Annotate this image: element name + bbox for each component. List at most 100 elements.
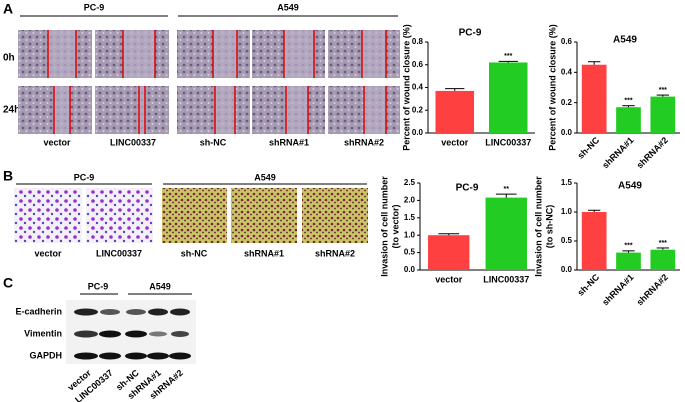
chart-title: A549 [613, 35, 637, 46]
y-tick-label: 1.0 [404, 230, 416, 239]
x-tick-label: shRNA#2 [635, 135, 670, 170]
micrograph [231, 188, 297, 243]
chart-title: PC-9 [456, 183, 479, 194]
y-tick-label: 0.0 [412, 128, 424, 137]
y-tick-label: 2.0 [404, 196, 416, 205]
y-tick-label: 0.4 [412, 83, 424, 92]
bar [581, 212, 607, 270]
wound-gap [284, 30, 314, 78]
row-label: E-cadherin [15, 306, 62, 316]
significance-label: ** [504, 186, 510, 193]
y-axis-label: Invasion of cell number [533, 176, 543, 277]
column-label: sh-NC [181, 248, 208, 258]
y-tick-label: 0.5 [404, 248, 416, 257]
bar [650, 249, 676, 270]
bar [428, 235, 470, 270]
y-axis-label: (to vector) [390, 204, 400, 248]
wound-images [18, 30, 400, 134]
row-label: 24h [3, 105, 20, 116]
bar [616, 252, 641, 270]
x-tick-label: sh-NC [575, 272, 601, 298]
x-tick-label: shRNA#1 [600, 135, 635, 170]
significance-label: *** [624, 98, 632, 105]
group-label: PC-9 [74, 172, 95, 182]
column-label: LINC00337 [96, 248, 142, 258]
micrograph [14, 188, 82, 243]
y-tick-label: 1.0 [561, 207, 573, 216]
group-label: A549 [254, 172, 276, 182]
panel-label: C [3, 275, 13, 291]
wound-gap [123, 30, 155, 78]
y-tick-label: 0.0 [404, 265, 416, 274]
blot [66, 300, 196, 364]
bar [616, 107, 641, 133]
group-label: PC-9 [84, 2, 105, 12]
y-tick-label: 0.6 [412, 60, 424, 69]
group-label: A549 [149, 281, 171, 291]
significance-label: *** [659, 240, 667, 247]
column-label: shRNA#2 [344, 137, 384, 147]
y-tick-label: 1.5 [561, 178, 573, 187]
y-axis-label: Invasion of cell number [379, 176, 389, 277]
chart-title: A549 [618, 181, 642, 192]
bar [581, 64, 607, 133]
panel-label: B [3, 168, 13, 184]
y-tick-label: 0.6 [561, 37, 573, 46]
bar [485, 197, 527, 270]
group-label: PC-9 [88, 281, 109, 291]
y-axis-label: Percent of wound closure (%) [547, 24, 557, 151]
micrograph [95, 86, 169, 134]
y-tick-label: 0.2 [561, 98, 573, 107]
column-label: vector [34, 248, 62, 258]
bar [488, 62, 528, 133]
wound-gap [364, 86, 386, 134]
micrograph [302, 188, 368, 243]
significance-label: *** [624, 243, 632, 250]
micrograph [86, 188, 153, 243]
significance-label: *** [504, 53, 512, 60]
x-tick-label: shRNA#1 [600, 272, 635, 307]
wound-gap [213, 30, 237, 78]
micrograph [162, 188, 227, 243]
wound-gap [139, 86, 145, 134]
significance-label: *** [659, 87, 667, 94]
row-label: 0h [3, 53, 15, 64]
group-label: A549 [277, 2, 299, 12]
wound-gap [215, 86, 235, 134]
x-tick-label: LINC00337 [485, 137, 531, 147]
panel-label: A [3, 1, 13, 17]
column-label: LINC00337 [110, 137, 156, 147]
column-label: shRNA#1 [269, 137, 309, 147]
y-tick-label: 0.4 [561, 67, 573, 76]
chart-title: PC-9 [459, 28, 482, 39]
column-label: vector [43, 137, 71, 147]
x-tick-label: sh-NC [575, 135, 601, 161]
y-axis-label: (to sh-NC) [544, 205, 554, 249]
row-label: Vimentin [24, 328, 62, 338]
bar [435, 90, 475, 133]
wound-gap [286, 86, 308, 134]
x-tick-label: shRNA#2 [635, 272, 670, 307]
wound-gap [54, 86, 70, 134]
column-label: sh-NC [200, 137, 227, 147]
micrograph [177, 86, 250, 134]
y-tick-label: 2.5 [404, 178, 416, 187]
x-tick-label: vector [441, 137, 469, 147]
y-tick-label: 0.8 [412, 37, 424, 46]
wound-gap [362, 30, 386, 78]
column-label: shRNA#2 [315, 248, 355, 258]
y-tick-label: 0.0 [561, 265, 573, 274]
y-tick-label: 0.2 [412, 105, 424, 114]
y-axis-label: Percent of wound closure (%) [401, 24, 411, 151]
y-tick-label: 1.5 [404, 213, 416, 222]
row-label: GAPDH [29, 350, 62, 360]
bar [650, 96, 676, 133]
x-tick-label: vector [435, 274, 463, 284]
wound-gap [48, 30, 76, 78]
x-tick-label: LINC00337 [483, 274, 529, 284]
y-tick-label: 0.5 [561, 236, 573, 245]
column-label: shRNA#1 [244, 248, 284, 258]
y-tick-label: 0.0 [561, 128, 573, 137]
